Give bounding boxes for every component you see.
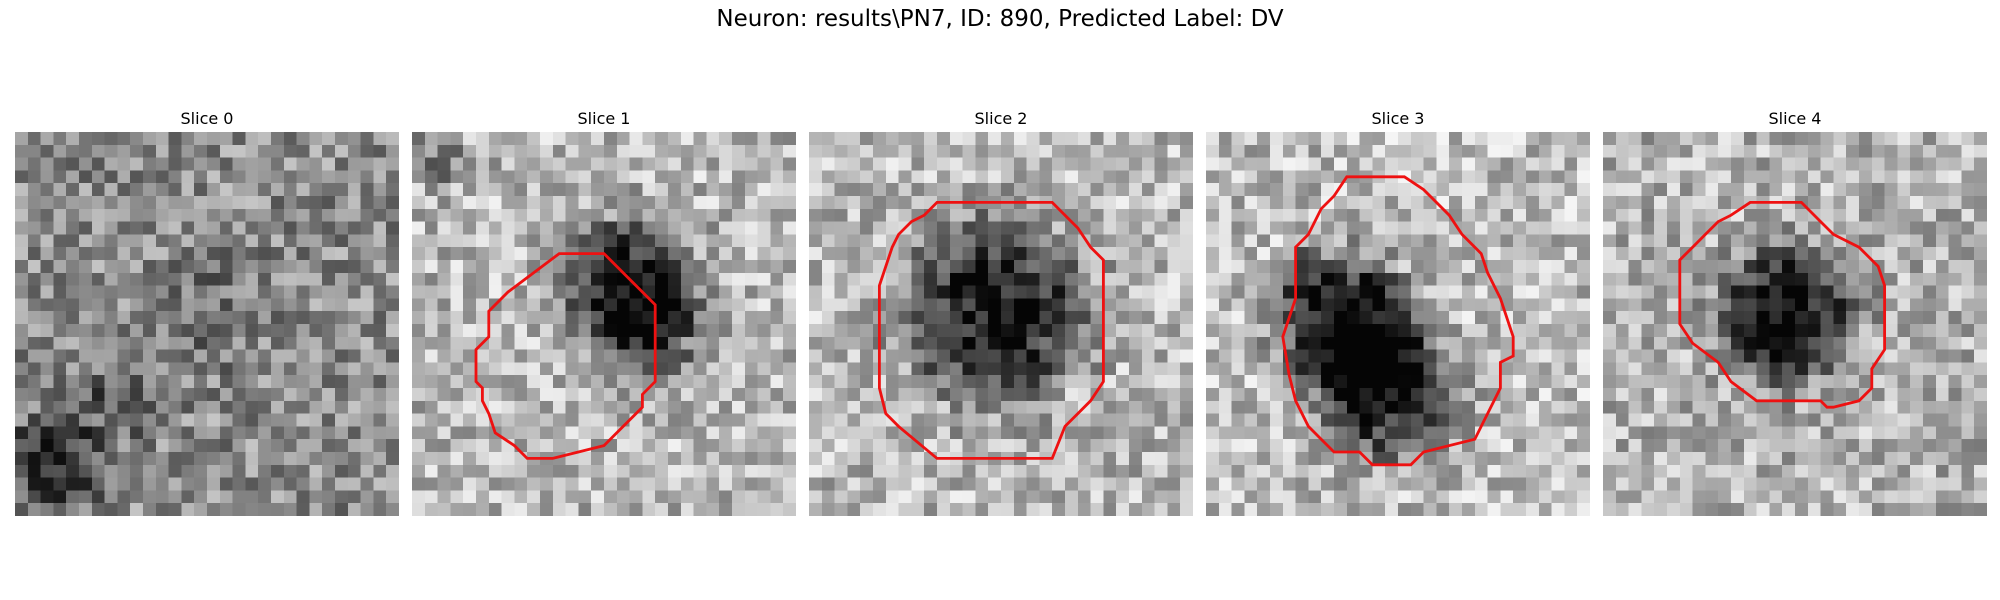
slice-title-3: Slice 3 [1371, 109, 1425, 128]
slice-panel-2: Slice 2 [809, 108, 1193, 516]
slice-image-2 [809, 132, 1193, 516]
slice-image-1 [412, 132, 796, 516]
slice-panel-4: Slice 4 [1603, 108, 1987, 516]
roi-contour-2 [877, 200, 1105, 460]
slice-panel-3: Slice 3 [1206, 108, 1590, 516]
slice-title-2: Slice 2 [974, 109, 1028, 128]
slice-image-3 [1206, 132, 1590, 516]
roi-contour-4 [1678, 200, 1887, 409]
slice-title-4: Slice 4 [1768, 109, 1822, 128]
roi-contour-3 [1281, 175, 1515, 467]
slice-title-1: Slice 1 [577, 109, 631, 128]
slice-title-0: Slice 0 [180, 109, 234, 128]
figure-title: Neuron: results\PN7, ID: 890, Predicted … [716, 6, 1284, 32]
slice-image-4 [1603, 132, 1987, 516]
slice-panel-0: Slice 0 [15, 108, 399, 516]
slice-panel-1: Slice 1 [412, 108, 796, 516]
slice-image-0 [15, 132, 399, 516]
roi-contour-1 [474, 252, 657, 460]
